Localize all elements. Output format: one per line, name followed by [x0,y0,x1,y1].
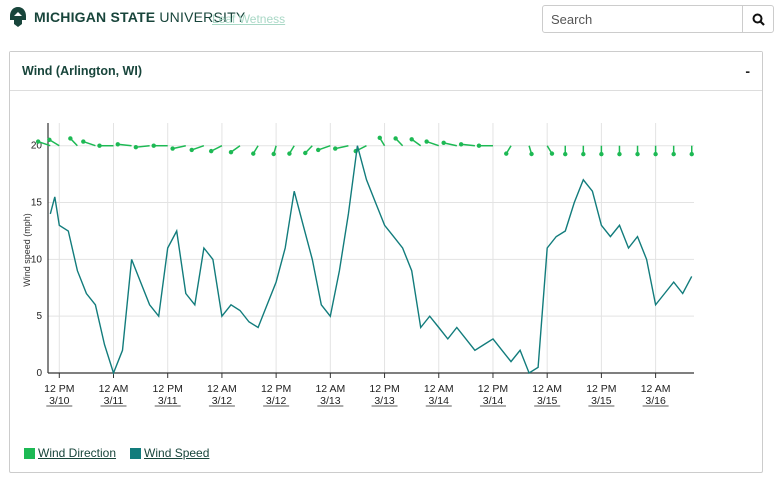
wind-panel: Wind (Arlington, WI) - [9,51,763,473]
search-input[interactable] [543,6,742,32]
chart-legend: Wind Direction Wind Speed [24,446,209,460]
wind-speed-swatch [130,447,142,459]
university-name: MICHIGAN STATE UNIVERSITY [34,9,246,25]
wind-direction-swatch [24,447,35,459]
legend-label: Wind Speed [144,446,210,460]
search-button[interactable] [742,6,773,32]
spartan-helmet-icon [10,7,26,27]
site-header: MICHIGAN STATE UNIVERSITY Leaf Wetness [0,0,775,40]
panel-title: Wind (Arlington, WI) [22,64,142,78]
panel-header: Wind (Arlington, WI) - [10,52,762,91]
search-box [542,5,774,33]
legend-wind-speed[interactable]: Wind Speed [130,446,209,460]
collapse-button[interactable]: - [745,63,750,79]
legend-wind-direction[interactable]: Wind Direction [24,446,116,460]
legend-label: Wind Direction [38,446,117,460]
leaf-wetness-link[interactable]: Leaf Wetness [212,12,286,26]
msu-logo[interactable]: MICHIGAN STATE UNIVERSITY [8,6,245,28]
search-icon [752,13,765,26]
